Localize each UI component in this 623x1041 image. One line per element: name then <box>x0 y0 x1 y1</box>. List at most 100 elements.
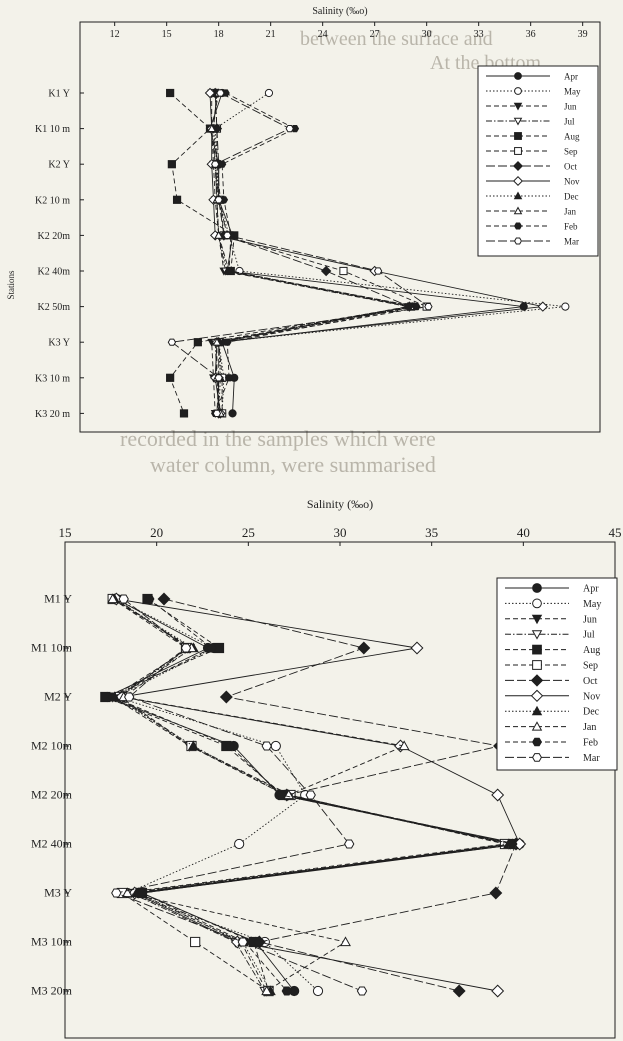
series-jul <box>209 89 414 419</box>
data-point <box>206 643 217 653</box>
series-line <box>214 92 411 414</box>
data-point <box>223 338 232 346</box>
category-label: K2 Y <box>48 160 70 171</box>
data-point <box>214 230 224 239</box>
series-mar <box>111 594 368 996</box>
series-line <box>214 92 429 414</box>
legend-label: Oct <box>583 676 598 687</box>
legend-marker <box>531 630 543 640</box>
legend-marker <box>531 614 543 625</box>
data-point <box>283 789 295 800</box>
data-point <box>204 87 216 99</box>
background-text-line: recorded in the samples which were <box>120 426 436 451</box>
legend: Apr May Jun Jul Aug Sep Oct Nov Dec Jan Feb Mar <box>496 577 618 771</box>
data-point <box>223 231 232 239</box>
background-text-line: water column, were summarised <box>150 452 436 477</box>
x-tick-label: 39 <box>578 29 588 40</box>
data-point <box>398 740 410 751</box>
x-tick-label: 27 <box>370 29 380 40</box>
category-label: K3 20 m <box>35 409 70 420</box>
series-line <box>214 92 566 414</box>
data-point <box>224 741 236 751</box>
data-point <box>561 302 570 311</box>
legend-box <box>477 65 599 257</box>
y-axis-label: Stations <box>6 270 16 300</box>
data-point <box>219 690 233 704</box>
legend-label: Sep <box>564 147 578 157</box>
legend-label: Apr <box>564 72 578 82</box>
data-point <box>424 303 433 311</box>
series-aug <box>166 88 416 418</box>
data-point <box>320 265 332 277</box>
legend-marker <box>530 674 544 687</box>
data-point <box>312 985 324 997</box>
x-tick-label: 30 <box>334 525 347 540</box>
data-point <box>216 89 225 97</box>
data-point <box>224 267 234 275</box>
data-point <box>190 936 201 948</box>
series-jun <box>207 89 413 419</box>
data-point <box>410 641 424 655</box>
data-point <box>234 838 245 850</box>
legend-label: May <box>564 87 581 97</box>
legend-label: Jul <box>583 630 595 641</box>
data-point <box>270 740 281 752</box>
x-tick-label: 45 <box>609 525 622 540</box>
x-tick-label: 12 <box>110 29 120 40</box>
series-line <box>170 92 430 414</box>
data-point <box>285 125 294 133</box>
data-point <box>261 985 273 996</box>
legend-marker <box>513 161 523 171</box>
data-point <box>224 374 234 382</box>
series-mar <box>167 89 433 417</box>
data-point <box>121 887 133 898</box>
data-point <box>491 788 505 802</box>
legend-marker <box>513 117 523 126</box>
category-label: K2 40m <box>38 267 71 278</box>
x-tick-label: 25 <box>242 525 255 540</box>
series-line <box>211 93 408 414</box>
legend-label: Dec <box>564 192 579 202</box>
data-point <box>211 160 220 168</box>
x-axis-label: Salinity (‰o) <box>312 6 367 17</box>
category-label: M3 Y <box>44 886 72 900</box>
category-label: M2 10m <box>31 739 73 753</box>
data-point <box>217 160 227 168</box>
data-point <box>507 839 518 849</box>
data-point <box>356 986 368 996</box>
legend-label: Apr <box>583 584 599 595</box>
data-point <box>166 88 175 98</box>
data-point <box>167 160 176 169</box>
data-point <box>214 374 223 382</box>
series-line <box>213 92 410 414</box>
data-point <box>166 373 175 382</box>
data-point <box>207 123 217 132</box>
series-oct <box>157 592 523 998</box>
legend-label: Aug <box>564 132 580 142</box>
legend-marker <box>514 72 522 80</box>
x-tick-label: 24 <box>318 29 328 40</box>
data-point <box>357 641 371 655</box>
legend-label: Aug <box>583 645 600 656</box>
legend-label: Nov <box>583 691 600 702</box>
data-point <box>172 195 182 204</box>
legend-marker <box>530 689 544 702</box>
legend-label: Jan <box>583 722 596 733</box>
data-point <box>214 196 223 204</box>
data-point <box>340 936 351 947</box>
data-point <box>264 88 274 98</box>
series-line <box>169 92 412 414</box>
series-feb <box>107 594 518 996</box>
legend-marker <box>513 176 523 186</box>
category-label: M2 Y <box>44 690 72 704</box>
data-point <box>167 338 177 346</box>
legend-label: Jun <box>564 102 577 112</box>
x-tick-label: 36 <box>526 29 536 40</box>
data-point <box>212 337 222 346</box>
legend-marker <box>531 721 543 731</box>
legend-label: Jul <box>564 117 575 127</box>
legend-marker <box>532 583 542 593</box>
x-tick-label: 30 <box>422 29 432 40</box>
series-feb <box>211 89 421 417</box>
